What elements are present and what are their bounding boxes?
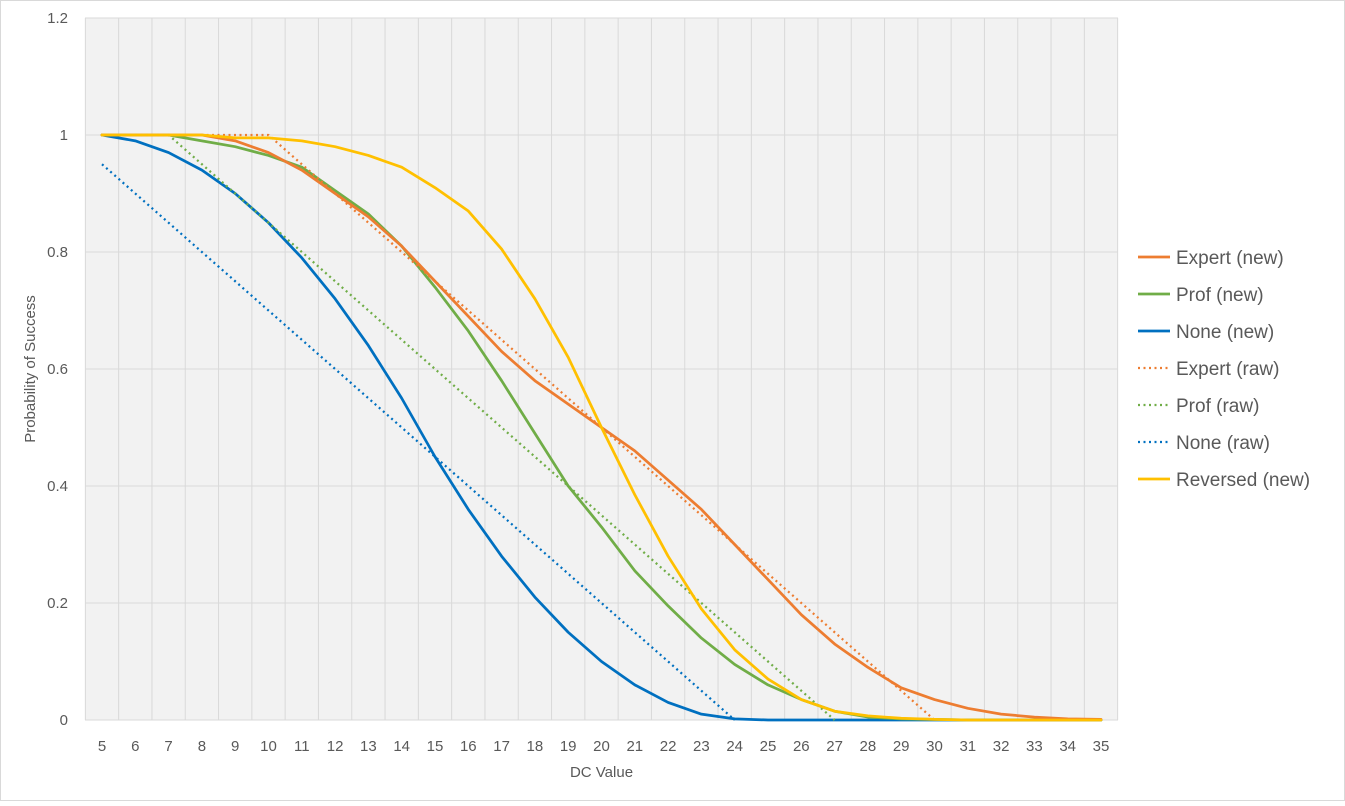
x-tick-label: 26 (793, 738, 810, 755)
x-tick-label: 18 (527, 738, 544, 755)
x-tick-label: 5 (98, 738, 106, 755)
legend: Expert (new) Prof (new) None (new) Expert (… (1138, 248, 1310, 491)
legend-label: None (raw) (1176, 433, 1270, 454)
x-tick-label: 27 (826, 738, 843, 755)
x-tick-label: 14 (393, 738, 410, 755)
legend-label: Prof (new) (1176, 285, 1264, 306)
x-tick-label: 17 (493, 738, 510, 755)
x-tick-label: 21 (626, 738, 643, 755)
y-axis-title: Probability of Success (22, 295, 39, 443)
x-tick-label: 34 (1059, 738, 1076, 755)
x-tick-label: 7 (164, 738, 172, 755)
x-tick-label: 28 (860, 738, 877, 755)
x-axis-title: DC Value (570, 764, 633, 781)
x-tick-label: 25 (760, 738, 777, 755)
series-group (100, 133, 1103, 722)
x-tick-label: 9 (231, 738, 239, 755)
x-tick-label: 15 (427, 738, 444, 755)
y-tick-label: 0 (60, 712, 68, 729)
x-tick-label: 11 (294, 738, 310, 755)
y-tick-label: 0.8 (47, 244, 68, 261)
x-tick-label: 12 (327, 738, 344, 755)
y-tick-label: 0.4 (47, 478, 68, 495)
legend-label: Prof (raw) (1176, 396, 1259, 417)
legend-label: Reversed (new) (1176, 470, 1310, 491)
y-tick-label: 0.2 (47, 595, 68, 612)
x-tick-label: 13 (360, 738, 377, 755)
x-tick-label: 8 (198, 738, 206, 755)
x-tick-label: 33 (1026, 738, 1043, 755)
y-tick-label: 1.2 (47, 10, 68, 27)
x-tick-label: 24 (726, 738, 743, 755)
x-tick-label: 23 (693, 738, 710, 755)
y-axis-ticks: 0 0.2 0.4 0.6 0.8 1 1.2 (47, 10, 68, 729)
series-line-reversed-new (100, 133, 1103, 722)
x-tick-label: 30 (926, 738, 943, 755)
legend-label: None (new) (1176, 322, 1274, 343)
x-tick-label: 29 (893, 738, 910, 755)
x-tick-label: 35 (1093, 738, 1110, 755)
x-tick-label: 20 (593, 738, 610, 755)
x-tick-label: 6 (131, 738, 139, 755)
legend-label: Expert (raw) (1176, 359, 1279, 380)
x-tick-label: 32 (993, 738, 1010, 755)
x-tick-label: 10 (260, 738, 277, 755)
x-axis-ticks: 5 6 7 8 9 10 11 12 13 14 15 16 17 18 19 20 21 22 23 24 25 26 2… (98, 738, 1110, 755)
legend-label: Expert (new) (1176, 248, 1284, 269)
y-tick-label: 0.6 (47, 361, 68, 378)
x-tick-label: 31 (959, 738, 976, 755)
x-tick-label: 19 (560, 738, 577, 755)
y-tick-label: 1 (60, 127, 68, 144)
x-tick-label: 16 (460, 738, 477, 755)
x-tick-label: 22 (660, 738, 677, 755)
